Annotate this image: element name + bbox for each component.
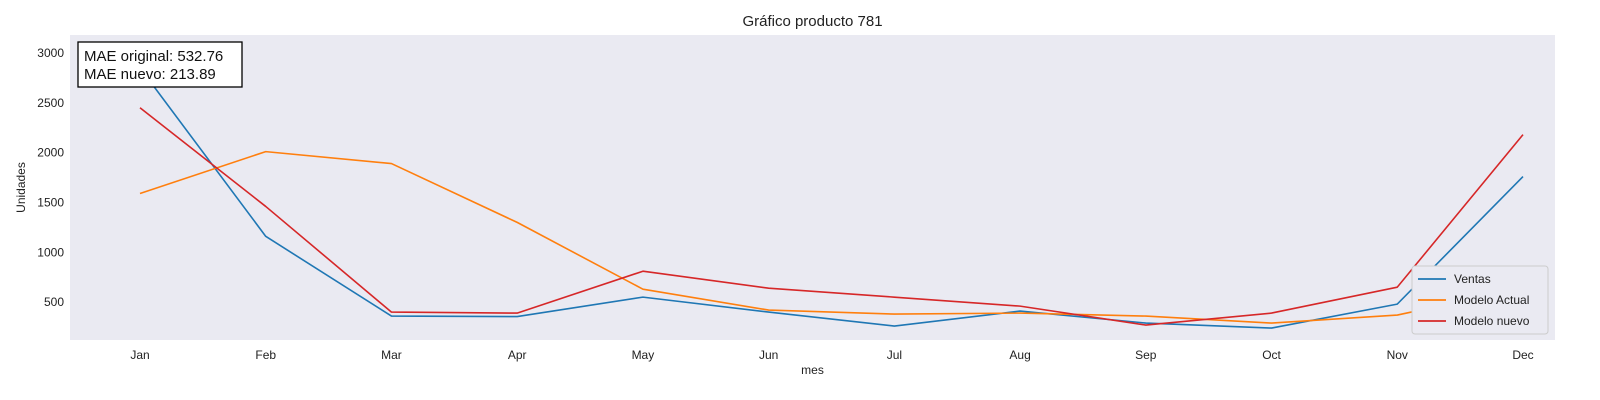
x-tick-label: Aug: [1009, 348, 1030, 362]
y-axis-ticks: 500 1000 1500 2000 2500 3000: [37, 46, 64, 309]
x-axis-label: mes: [801, 363, 824, 377]
series-line-ventas: [139, 67, 1524, 329]
x-tick-label: Sep: [1135, 348, 1157, 362]
x-tick-label: Jul: [887, 348, 902, 362]
legend-label-ventas: Ventas: [1454, 272, 1491, 286]
x-tick-label: Mar: [381, 348, 402, 362]
mae-nuevo-text: MAE nuevo: 213.89: [84, 66, 216, 83]
x-tick-label: Jun: [759, 348, 778, 362]
plot-area: [70, 35, 1555, 340]
y-tick-label: 1500: [37, 195, 64, 209]
y-tick-label: 2000: [37, 146, 64, 160]
series-line-modelo-nuevo: [139, 107, 1524, 326]
x-tick-label: Feb: [255, 348, 276, 362]
mae-annotation-box: [77, 41, 243, 88]
x-tick-label: Apr: [508, 348, 527, 362]
y-tick-label: 2500: [37, 96, 64, 110]
series-lines: [139, 67, 1524, 329]
x-tick-label: Jan: [130, 348, 149, 362]
legend-label-modelo-nuevo: Modelo nuevo: [1454, 314, 1530, 328]
y-tick-label: 500: [44, 295, 64, 309]
x-axis-ticks: Jan Feb Mar Apr May Jun Jul Aug Sep Oct Nov Dec: [130, 348, 1533, 362]
mae-original-text: MAE original: 532.76: [84, 48, 223, 65]
legend-label-modelo-actual: Modelo Actual: [1454, 293, 1529, 307]
x-tick-label: Oct: [1262, 348, 1281, 362]
series-line-modelo-actual: [139, 150, 1524, 324]
y-tick-label: 3000: [37, 46, 64, 60]
x-tick-label: Dec: [1512, 348, 1533, 362]
legend: Ventas Modelo Actual Modelo nuevo: [1411, 265, 1549, 335]
x-tick-label: May: [632, 348, 655, 362]
chart-title: Gráfico producto 781: [742, 13, 882, 30]
x-tick-label: Nov: [1387, 348, 1408, 362]
mae-annotation: MAE original: 532.76 MAE nuevo: 213.89: [77, 41, 243, 88]
y-axis-label: Unidades: [14, 162, 28, 213]
y-tick-label: 1000: [37, 245, 64, 259]
legend-box: [1411, 265, 1549, 335]
